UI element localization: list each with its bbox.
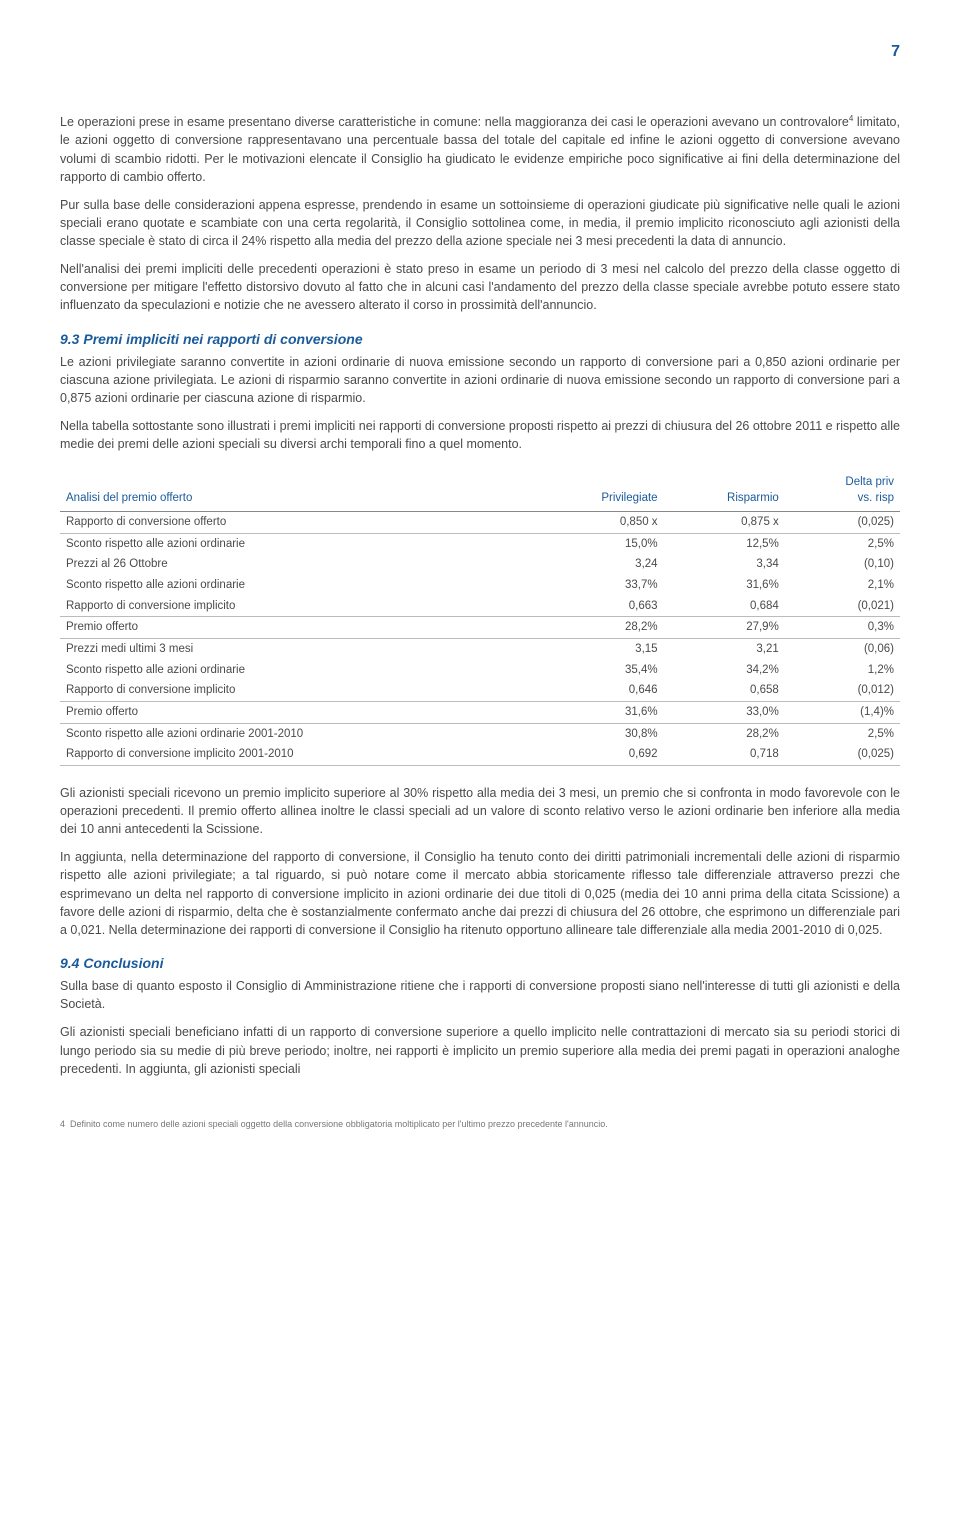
cell-privilegiate: 33,7% bbox=[534, 575, 664, 596]
col-risparmio: Risparmio bbox=[664, 472, 785, 512]
cell-privilegiate: 0,692 bbox=[534, 744, 664, 765]
cell-risparmio: 33,0% bbox=[664, 701, 785, 723]
col-privilegiate: Privilegiate bbox=[534, 472, 664, 512]
table-row: Sconto rispetto alle azioni ordinarie 20… bbox=[60, 723, 900, 744]
table-row: Prezzi medi ultimi 3 mesi3,153,21(0,06) bbox=[60, 638, 900, 659]
premio-table: Analisi del premio offerto Privilegiate … bbox=[60, 472, 900, 766]
body-paragraph: Le azioni privilegiate saranno convertit… bbox=[60, 353, 900, 407]
table-row: Rapporto di conversione offerto0,850 x0,… bbox=[60, 511, 900, 533]
table-row: Rapporto di conversione implicito 2001-2… bbox=[60, 744, 900, 765]
body-paragraph: Pur sulla base delle considerazioni appe… bbox=[60, 196, 900, 250]
cell-label: Sconto rispetto alle azioni ordinarie bbox=[60, 575, 534, 596]
cell-privilegiate: 15,0% bbox=[534, 533, 664, 554]
body-paragraph: Nell'analisi dei premi impliciti delle p… bbox=[60, 260, 900, 314]
body-paragraph: Nella tabella sottostante sono illustrat… bbox=[60, 417, 900, 453]
table-row: Sconto rispetto alle azioni ordinarie15,… bbox=[60, 533, 900, 554]
body-paragraph: Gli azionisti speciali ricevono un premi… bbox=[60, 784, 900, 838]
footnote-num: 4 bbox=[60, 1119, 65, 1129]
cell-risparmio: 3,21 bbox=[664, 638, 785, 659]
body-paragraph: Le operazioni prese in esame presentano … bbox=[60, 113, 900, 186]
table-row: Sconto rispetto alle azioni ordinarie33,… bbox=[60, 575, 900, 596]
body-paragraph: Sulla base di quanto esposto il Consigli… bbox=[60, 977, 900, 1013]
cell-privilegiate: 30,8% bbox=[534, 723, 664, 744]
cell-delta: (1,4)% bbox=[785, 701, 900, 723]
cell-label: Rapporto di conversione offerto bbox=[60, 511, 534, 533]
cell-privilegiate: 35,4% bbox=[534, 660, 664, 681]
section-title-93: 9.3 Premi impliciti nei rapporti di conv… bbox=[60, 329, 900, 349]
cell-risparmio: 12,5% bbox=[664, 533, 785, 554]
cell-label: Sconto rispetto alle azioni ordinarie bbox=[60, 660, 534, 681]
cell-risparmio: 34,2% bbox=[664, 660, 785, 681]
table-row: Rapporto di conversione implicito0,6630,… bbox=[60, 596, 900, 617]
footnote: 4 Definito come numero delle azioni spec… bbox=[60, 1118, 900, 1131]
cell-label: Prezzi medi ultimi 3 mesi bbox=[60, 638, 534, 659]
cell-risparmio: 31,6% bbox=[664, 575, 785, 596]
cell-delta: (0,025) bbox=[785, 744, 900, 765]
cell-privilegiate: 31,6% bbox=[534, 701, 664, 723]
cell-risparmio: 0,718 bbox=[664, 744, 785, 765]
table-row: Premio offerto31,6%33,0%(1,4)% bbox=[60, 701, 900, 723]
cell-label: Prezzi al 26 Ottobre bbox=[60, 554, 534, 575]
section-title-94: 9.4 Conclusioni bbox=[60, 953, 900, 973]
cell-label: Sconto rispetto alle azioni ordinarie 20… bbox=[60, 723, 534, 744]
cell-risparmio: 28,2% bbox=[664, 723, 785, 744]
cell-label: Sconto rispetto alle azioni ordinarie bbox=[60, 533, 534, 554]
cell-privilegiate: 0,850 x bbox=[534, 511, 664, 533]
cell-delta: 0,3% bbox=[785, 617, 900, 639]
cell-risparmio: 0,658 bbox=[664, 680, 785, 701]
page-number: 7 bbox=[60, 40, 900, 63]
col-delta: Delta privvs. risp bbox=[785, 472, 900, 512]
cell-risparmio: 27,9% bbox=[664, 617, 785, 639]
cell-privilegiate: 28,2% bbox=[534, 617, 664, 639]
footnote-text: Definito come numero delle azioni specia… bbox=[70, 1119, 608, 1129]
cell-delta: 2,1% bbox=[785, 575, 900, 596]
col-analisi: Analisi del premio offerto bbox=[60, 472, 534, 512]
cell-label: Rapporto di conversione implicito 2001-2… bbox=[60, 744, 534, 765]
table-row: Premio offerto28,2%27,9%0,3% bbox=[60, 617, 900, 639]
cell-risparmio: 0,875 x bbox=[664, 511, 785, 533]
table-row: Rapporto di conversione implicito0,6460,… bbox=[60, 680, 900, 701]
cell-privilegiate: 3,24 bbox=[534, 554, 664, 575]
cell-delta: 2,5% bbox=[785, 723, 900, 744]
cell-privilegiate: 0,646 bbox=[534, 680, 664, 701]
para1a: Le operazioni prese in esame presentano … bbox=[60, 115, 849, 129]
cell-delta: (0,06) bbox=[785, 638, 900, 659]
cell-delta: (0,012) bbox=[785, 680, 900, 701]
body-paragraph: Gli azionisti speciali beneficiano infat… bbox=[60, 1023, 900, 1077]
cell-label: Premio offerto bbox=[60, 617, 534, 639]
cell-delta: (0,021) bbox=[785, 596, 900, 617]
cell-delta: (0,025) bbox=[785, 511, 900, 533]
cell-label: Rapporto di conversione implicito bbox=[60, 596, 534, 617]
cell-privilegiate: 3,15 bbox=[534, 638, 664, 659]
cell-privilegiate: 0,663 bbox=[534, 596, 664, 617]
cell-delta: (0,10) bbox=[785, 554, 900, 575]
table-row: Sconto rispetto alle azioni ordinarie35,… bbox=[60, 660, 900, 681]
cell-delta: 1,2% bbox=[785, 660, 900, 681]
cell-risparmio: 3,34 bbox=[664, 554, 785, 575]
cell-delta: 2,5% bbox=[785, 533, 900, 554]
cell-label: Premio offerto bbox=[60, 701, 534, 723]
table-row: Prezzi al 26 Ottobre3,243,34(0,10) bbox=[60, 554, 900, 575]
body-paragraph: In aggiunta, nella determinazione del ra… bbox=[60, 848, 900, 939]
cell-label: Rapporto di conversione implicito bbox=[60, 680, 534, 701]
cell-risparmio: 0,684 bbox=[664, 596, 785, 617]
